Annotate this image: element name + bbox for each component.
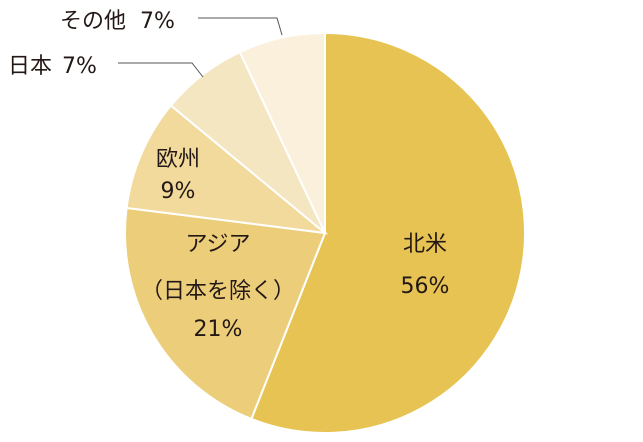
value-label: 21%	[194, 317, 243, 342]
slice-label: その他	[60, 9, 126, 34]
pie-slice	[125, 104, 329, 235]
slice-label: 欧州	[156, 147, 200, 172]
pie-slice	[238, 31, 326, 234]
value-label: 7%	[140, 9, 175, 34]
value-label: 56%	[401, 274, 450, 299]
pie-slice	[250, 31, 526, 434]
pie-slice	[124, 206, 327, 421]
value-label: 9%	[161, 179, 196, 204]
slice-label: 日本	[8, 54, 52, 79]
slice-label: 北米	[403, 232, 447, 257]
leader-line	[118, 62, 204, 78]
slice-label: アジア（日本を除く）	[141, 232, 295, 304]
value-label: 7%	[62, 54, 97, 79]
leader-line	[198, 17, 283, 36]
